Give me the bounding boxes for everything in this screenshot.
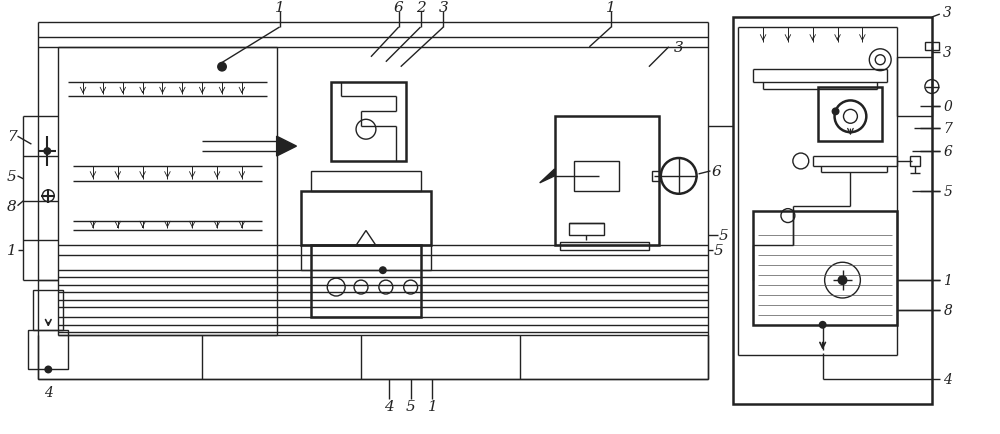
- Circle shape: [43, 148, 51, 156]
- Bar: [652, 171, 660, 181]
- Polygon shape: [277, 137, 296, 157]
- Bar: [733, 18, 932, 404]
- Text: 5: 5: [718, 229, 728, 243]
- Bar: [574, 161, 619, 191]
- Text: 4: 4: [44, 385, 53, 399]
- Circle shape: [832, 108, 840, 116]
- Text: 2: 2: [416, 1, 425, 15]
- Polygon shape: [540, 170, 555, 184]
- Bar: [28, 330, 68, 370]
- Text: 3: 3: [674, 41, 684, 55]
- Text: 8: 8: [7, 199, 16, 213]
- Text: 4: 4: [384, 399, 394, 413]
- Bar: [555, 117, 659, 246]
- Text: 5: 5: [7, 170, 16, 184]
- Text: 5: 5: [714, 244, 723, 258]
- Text: 4: 4: [943, 372, 952, 387]
- Text: 1: 1: [606, 1, 616, 15]
- Bar: [753, 211, 897, 325]
- Circle shape: [838, 276, 847, 286]
- Circle shape: [44, 366, 52, 374]
- Text: 8: 8: [943, 303, 952, 317]
- Bar: [301, 246, 431, 270]
- Text: 1: 1: [275, 1, 284, 15]
- Text: 1: 1: [943, 273, 952, 287]
- Bar: [311, 246, 421, 317]
- Text: 5: 5: [406, 399, 416, 413]
- Circle shape: [379, 266, 387, 275]
- Text: 7: 7: [7, 130, 16, 144]
- Text: 3: 3: [943, 46, 952, 59]
- Text: 7: 7: [943, 122, 952, 136]
- Bar: [560, 243, 649, 251]
- Bar: [331, 82, 406, 161]
- Text: 6: 6: [394, 1, 404, 15]
- Bar: [910, 157, 920, 167]
- Bar: [33, 290, 63, 330]
- Circle shape: [819, 321, 827, 329]
- Bar: [818, 87, 882, 142]
- Text: 5: 5: [943, 184, 952, 198]
- Bar: [897, 58, 932, 117]
- Text: 1: 1: [428, 399, 437, 413]
- Bar: [925, 43, 939, 51]
- Text: 6: 6: [943, 145, 952, 159]
- Circle shape: [217, 62, 227, 72]
- Bar: [301, 191, 431, 246]
- Text: 6: 6: [712, 164, 721, 178]
- Bar: [311, 171, 421, 191]
- Bar: [569, 223, 604, 236]
- Text: 0: 0: [943, 100, 952, 114]
- Text: 1: 1: [7, 244, 16, 258]
- Text: 3: 3: [943, 6, 952, 20]
- Text: 3: 3: [439, 1, 448, 15]
